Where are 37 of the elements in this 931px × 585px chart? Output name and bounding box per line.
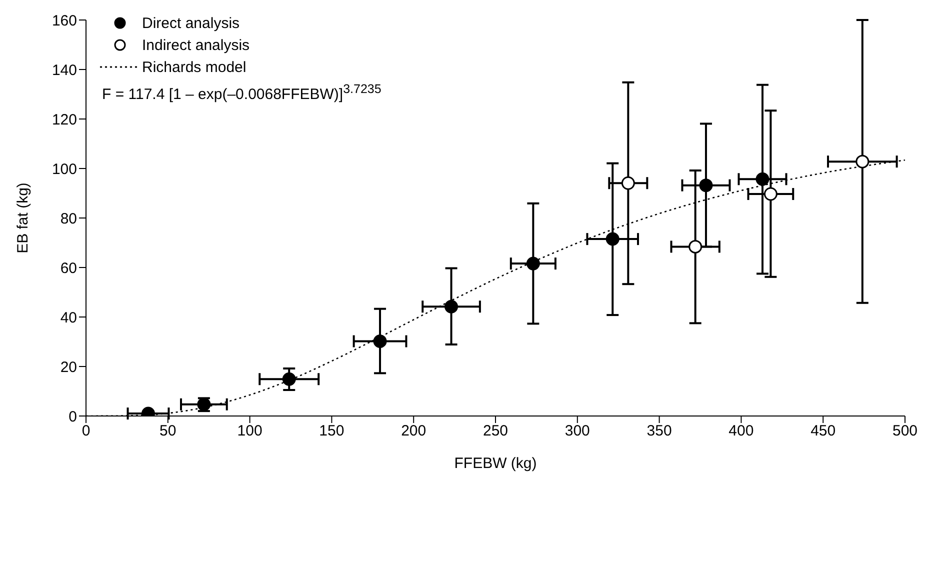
x-tick-label: 500 xyxy=(892,422,918,440)
x-tick-label: 150 xyxy=(319,422,344,440)
point xyxy=(764,187,778,201)
point xyxy=(606,232,620,246)
x-tick-label: 450 xyxy=(810,422,836,440)
point xyxy=(373,334,387,348)
x-tick-label: 400 xyxy=(728,422,754,440)
y-tick-label: 160 xyxy=(52,12,77,30)
x-tick-label: 350 xyxy=(646,422,672,440)
point xyxy=(856,154,870,168)
legend-label: Indirect analysis xyxy=(142,36,250,54)
point xyxy=(621,176,635,190)
x-axis-title: FFEBW (kg) xyxy=(454,455,537,472)
y-tick-label: 100 xyxy=(52,160,77,178)
legend-label: Direct analysis xyxy=(142,14,240,32)
point xyxy=(688,240,702,254)
point xyxy=(282,372,296,386)
y-tick-label: 140 xyxy=(52,62,77,79)
annotation: F = 117.4 [1 – exp(–0.0068FFEBW)]$^{3.7235}$ xyxy=(102,82,382,103)
legend-label: Richards model xyxy=(142,58,246,76)
y-tick-label: 120 xyxy=(52,111,77,128)
x-tick-label: 250 xyxy=(482,422,508,440)
y-tick-label: 40 xyxy=(60,309,77,326)
y-tick-label: 20 xyxy=(60,358,77,376)
point xyxy=(756,172,770,186)
point xyxy=(699,178,713,192)
x-tick-label: 50 xyxy=(160,422,176,440)
x-tick-label: 300 xyxy=(564,422,590,440)
x-tick-label: 100 xyxy=(237,422,262,440)
y-tick-label: 80 xyxy=(60,210,77,228)
point xyxy=(444,300,458,314)
point xyxy=(526,256,540,270)
y-axis-title: EB fat (kg) xyxy=(14,182,32,254)
x-tick-label: 200 xyxy=(401,422,426,440)
x-tick-label: 0 xyxy=(82,422,90,440)
y-tick-label: 60 xyxy=(60,260,77,277)
y-tick-label: 0 xyxy=(68,408,77,426)
